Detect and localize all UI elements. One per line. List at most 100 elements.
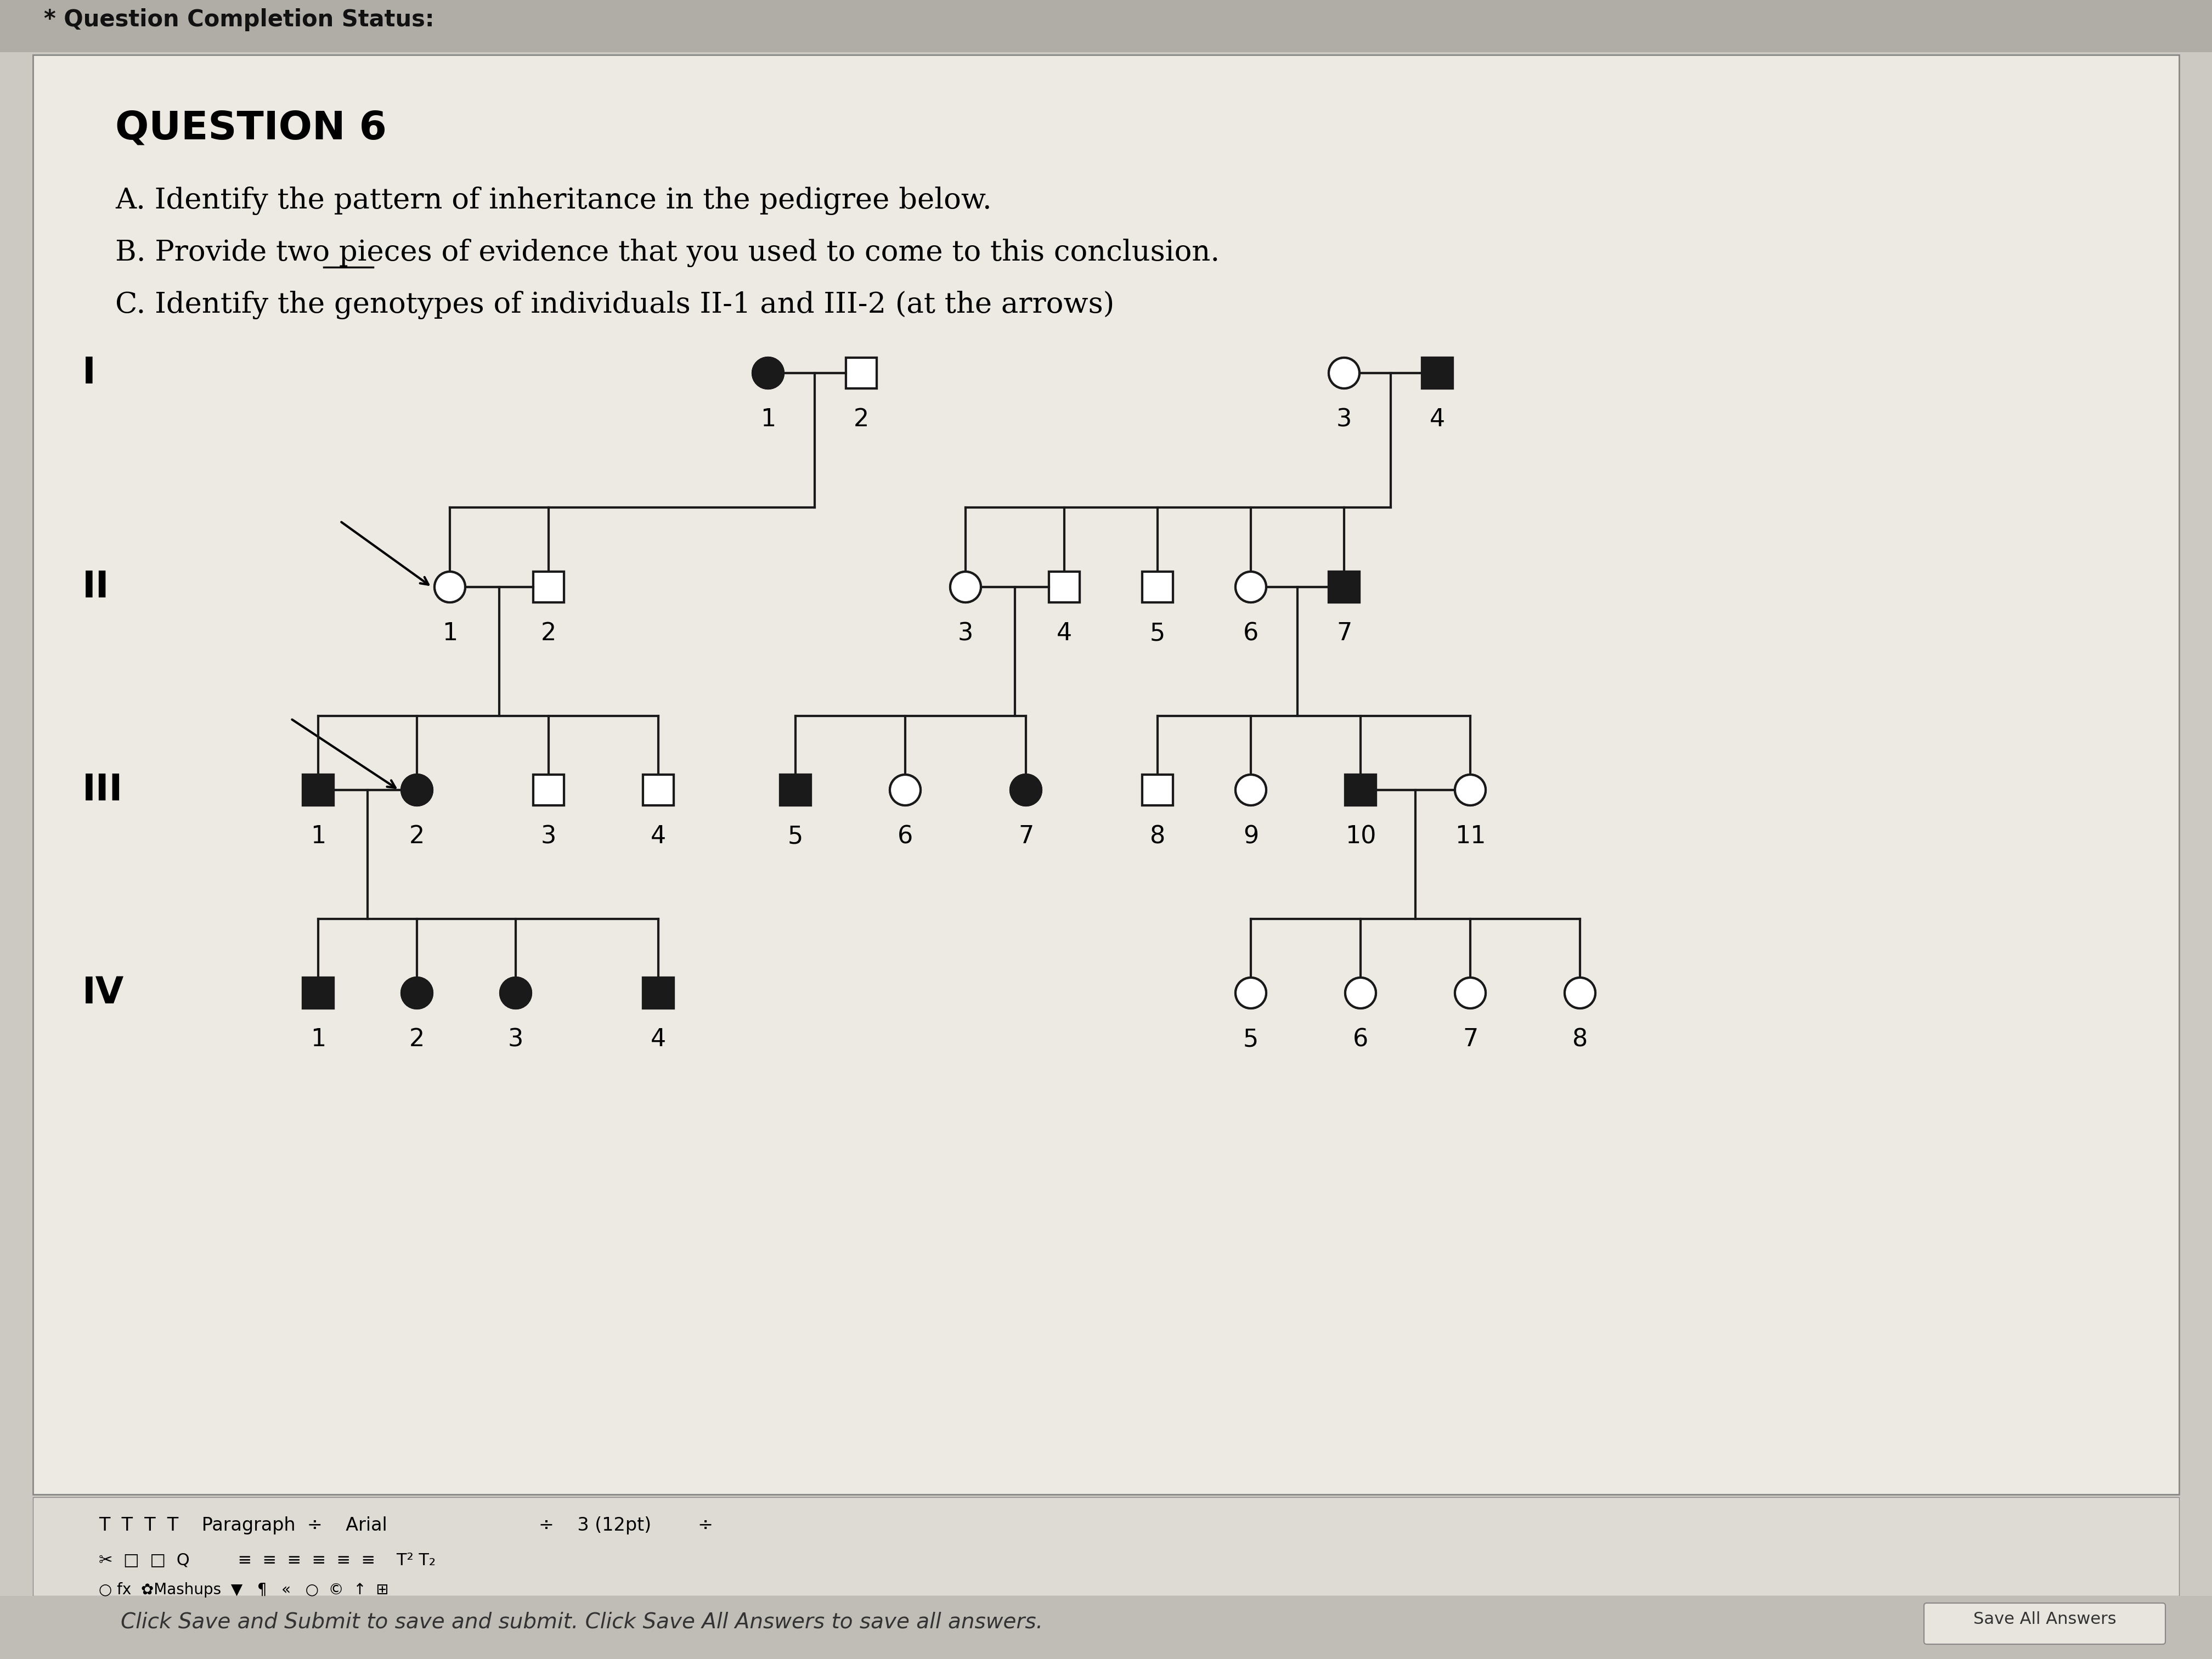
Text: 8: 8 xyxy=(1150,825,1166,848)
Text: 3: 3 xyxy=(1336,408,1352,431)
Bar xyxy=(1048,572,1079,602)
Circle shape xyxy=(1329,358,1360,388)
Circle shape xyxy=(1564,977,1595,1009)
Text: Save All Answers: Save All Answers xyxy=(1973,1611,2117,1627)
Circle shape xyxy=(1455,977,1486,1009)
Circle shape xyxy=(889,775,920,805)
Text: Click Save and Submit to save and submit. Click Save All Answers to save all ans: Click Save and Submit to save and submit… xyxy=(122,1611,1042,1632)
Text: 6: 6 xyxy=(898,825,914,848)
Text: 5: 5 xyxy=(1243,1027,1259,1052)
Text: 5: 5 xyxy=(1150,622,1166,645)
Text: 5: 5 xyxy=(787,825,803,848)
Text: A. Identify the pattern of inheritance in the pedigree below.: A. Identify the pattern of inheritance i… xyxy=(115,186,991,216)
Text: 2: 2 xyxy=(540,622,557,645)
Text: 8: 8 xyxy=(1573,1027,1588,1052)
Text: T  T  T  T    Paragraph  ÷    Arial                          ÷    3 (12pt)      : T T T T Paragraph ÷ Arial ÷ 3 (12pt) xyxy=(100,1516,712,1535)
Text: C. Identify the genotypes of individuals II-1 and III-2 (at the arrows): C. Identify the genotypes of individuals… xyxy=(115,290,1115,319)
Bar xyxy=(303,977,334,1009)
Text: II: II xyxy=(82,569,108,606)
Circle shape xyxy=(403,977,431,1009)
Bar xyxy=(1141,775,1172,805)
Bar xyxy=(533,775,564,805)
FancyBboxPatch shape xyxy=(1924,1603,2166,1644)
Circle shape xyxy=(1237,977,1265,1009)
Circle shape xyxy=(403,775,431,805)
Circle shape xyxy=(403,977,431,1009)
Bar xyxy=(1422,358,1453,388)
Text: 2: 2 xyxy=(854,408,869,431)
Text: B. Provide two pieces of evidence that you used to come to this conclusion.: B. Provide two pieces of evidence that y… xyxy=(115,239,1219,267)
Text: 1: 1 xyxy=(310,825,325,848)
Circle shape xyxy=(403,775,431,805)
Bar xyxy=(845,358,876,388)
Bar xyxy=(1422,358,1453,388)
Text: ○ fx  ✿Mashups  ▼   ¶   «   ○  ©  ↑  ⊞: ○ fx ✿Mashups ▼ ¶ « ○ © ↑ ⊞ xyxy=(100,1583,389,1598)
Bar xyxy=(533,572,564,602)
Text: 6: 6 xyxy=(1354,1027,1369,1052)
Text: IV: IV xyxy=(82,975,124,1010)
Circle shape xyxy=(500,977,531,1009)
Circle shape xyxy=(1329,358,1360,388)
Text: 1: 1 xyxy=(310,1027,325,1052)
Bar xyxy=(303,775,334,805)
Text: 1: 1 xyxy=(442,622,458,645)
Circle shape xyxy=(1455,775,1486,805)
Bar xyxy=(845,358,876,388)
Circle shape xyxy=(1455,977,1486,1009)
Text: QUESTION 6: QUESTION 6 xyxy=(115,109,387,148)
Circle shape xyxy=(1011,775,1042,805)
Circle shape xyxy=(1237,572,1265,602)
Bar xyxy=(1141,775,1172,805)
Text: 4: 4 xyxy=(1057,622,1073,645)
Bar xyxy=(1329,572,1360,602)
Bar xyxy=(644,775,675,805)
Text: 9: 9 xyxy=(1243,825,1259,848)
Bar xyxy=(1141,572,1172,602)
Circle shape xyxy=(752,358,783,388)
Circle shape xyxy=(434,572,465,602)
Circle shape xyxy=(1237,977,1265,1009)
Circle shape xyxy=(1237,775,1265,805)
Text: 7: 7 xyxy=(1018,825,1033,848)
Text: 3: 3 xyxy=(540,825,557,848)
Text: 7: 7 xyxy=(1462,1027,1478,1052)
Bar xyxy=(644,775,675,805)
Circle shape xyxy=(1237,572,1265,602)
Text: * Question Completion Status:: * Question Completion Status: xyxy=(44,8,434,32)
Text: 2: 2 xyxy=(409,1027,425,1052)
Bar xyxy=(33,1496,2179,1596)
Circle shape xyxy=(1455,775,1486,805)
Text: 1: 1 xyxy=(761,408,776,431)
Bar xyxy=(644,977,675,1009)
Text: 2: 2 xyxy=(409,825,425,848)
Circle shape xyxy=(951,572,980,602)
Text: ✂  □  □  Q         ≡  ≡  ≡  ≡  ≡  ≡    T² T₂: ✂ □ □ Q ≡ ≡ ≡ ≡ ≡ ≡ T² T₂ xyxy=(100,1553,436,1568)
Circle shape xyxy=(752,358,783,388)
Text: 3: 3 xyxy=(509,1027,524,1052)
Circle shape xyxy=(500,977,531,1009)
Bar xyxy=(1345,775,1376,805)
Bar xyxy=(1329,572,1360,602)
Bar xyxy=(0,1596,2212,1659)
Bar xyxy=(533,775,564,805)
Bar xyxy=(303,775,334,805)
Text: I: I xyxy=(82,355,95,392)
Circle shape xyxy=(1011,775,1042,805)
Circle shape xyxy=(434,572,465,602)
Text: 4: 4 xyxy=(650,825,666,848)
Bar xyxy=(303,977,334,1009)
Bar xyxy=(0,0,2212,51)
Bar xyxy=(533,572,564,602)
Bar xyxy=(644,977,675,1009)
Bar xyxy=(1048,572,1079,602)
Bar xyxy=(1345,775,1376,805)
Circle shape xyxy=(1345,977,1376,1009)
Circle shape xyxy=(951,572,980,602)
Text: 10: 10 xyxy=(1345,825,1376,848)
Text: III: III xyxy=(82,771,124,808)
Circle shape xyxy=(1345,977,1376,1009)
Bar xyxy=(781,775,812,805)
Bar xyxy=(1141,572,1172,602)
Text: 11: 11 xyxy=(1455,825,1486,848)
Text: 4: 4 xyxy=(650,1027,666,1052)
